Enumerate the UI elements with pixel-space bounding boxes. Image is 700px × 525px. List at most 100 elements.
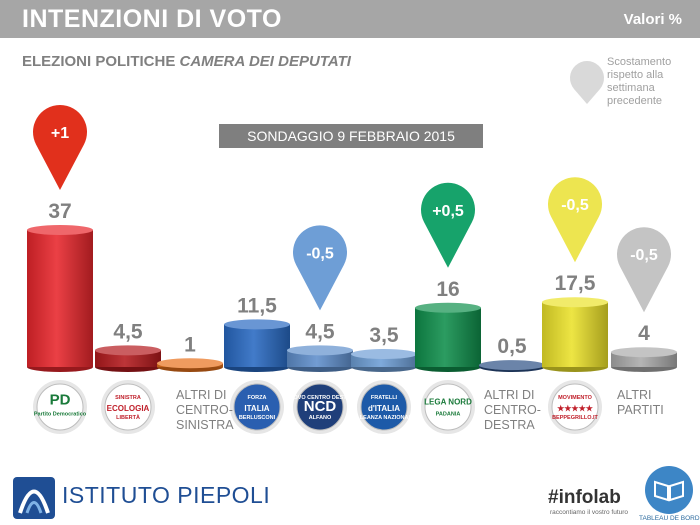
- logo-text: FORZA: [248, 395, 267, 401]
- chart-title: SONDAGGIO 9 FEBBRAIO 2015: [247, 128, 455, 144]
- logo-text: Partito Democratico: [34, 412, 87, 418]
- bar-value-label: 4,5: [305, 320, 335, 343]
- logo-text: ★★★★★: [557, 404, 594, 413]
- bar-top: [157, 358, 223, 369]
- logo-disc: [296, 383, 344, 431]
- bar-top: [415, 302, 481, 313]
- change-pin-label: -0,5: [630, 247, 658, 264]
- logo-text: BERLUSCONI: [239, 415, 276, 421]
- bar-top: [224, 319, 290, 330]
- logo-text: MOVIMENTO: [558, 395, 593, 401]
- subtitle-prefix: ELEZIONI POLITICHE: [22, 53, 176, 70]
- change-pin: -0,5: [548, 177, 602, 263]
- bar-value-label: 3,5: [369, 324, 399, 347]
- tableau-label: TABLEAU DE BORD: [639, 515, 700, 522]
- change-pin: -0,5: [617, 227, 671, 313]
- logo-disc: [551, 383, 599, 431]
- bar: 4,5: [287, 320, 353, 372]
- bar-top: [479, 360, 545, 371]
- change-pin: +0,5: [420, 182, 476, 268]
- bar-top: [287, 345, 353, 356]
- logo-text: PADANIA: [436, 412, 461, 418]
- bar: 0,5: [479, 335, 545, 372]
- lega-nord-logo: LEGA NORD PADANIA: [421, 380, 475, 434]
- bar-value-label: 17,5: [555, 272, 596, 295]
- legend-pin-icon: [570, 61, 605, 104]
- bar-body: [542, 302, 608, 367]
- change-pin-shape: [33, 105, 87, 190]
- logo-disc: [233, 383, 281, 431]
- bar-value-label: 0,5: [497, 335, 527, 358]
- bar-value-label: 4: [638, 322, 650, 345]
- subtitle: ELEZIONI POLITICHE CAMERA DEI DEPUTATI: [22, 53, 351, 70]
- change-pin: -0,5: [293, 225, 348, 311]
- bar: 4: [611, 322, 677, 372]
- bar-value-label: 4,5: [113, 320, 143, 343]
- logo-text: ECOLOGIA: [107, 404, 150, 413]
- bar-top: [351, 349, 417, 360]
- logo-text: FRATELLI: [371, 395, 398, 401]
- legend-text: Scostamento rispetto alla settimana prec…: [607, 56, 672, 107]
- piepoli-logo-icon: [13, 477, 55, 519]
- header-bar: INTENZIONI DI VOTO Valori %: [0, 0, 700, 38]
- bar-top: [611, 347, 677, 358]
- bar-value-label: 11,5: [237, 294, 277, 317]
- brand-name: ISTITUTO PIEPOLI: [62, 482, 271, 508]
- category-text-label: ALTRI PARTITI: [617, 388, 664, 417]
- logo-text: ALFANO: [309, 415, 332, 421]
- bar: 4,5: [95, 320, 161, 372]
- infolab-tagline: raccontiamo il vostro futuro: [550, 509, 629, 516]
- change-pin: +1: [33, 105, 87, 190]
- logo-text: PD: [50, 392, 71, 409]
- logo-disc: [424, 383, 472, 431]
- logo-text: ITALIA: [244, 404, 269, 413]
- forza-italia-logo: FORZA ITALIA BERLUSCONI: [230, 380, 284, 434]
- bar: 3,5: [351, 324, 417, 372]
- bar: 1: [157, 333, 223, 372]
- bar-body: [27, 230, 93, 367]
- logo-text: d'ITALIA: [368, 404, 400, 413]
- logo-text: NCD: [304, 398, 337, 415]
- bar: 17,5: [542, 272, 608, 372]
- change-pin-shape: [617, 227, 671, 313]
- bar-value-label: 37: [48, 200, 71, 223]
- logo-disc: [104, 383, 152, 431]
- change-pin-label: -0,5: [561, 197, 589, 214]
- bar: 11,5: [224, 294, 290, 372]
- change-pin-shape: [420, 182, 476, 268]
- pd-logo: PD Partito Democratico: [33, 380, 87, 434]
- category-text-label: ALTRI DI CENTRO- SINISTRA: [176, 388, 234, 432]
- chart-title-bg: [219, 124, 483, 148]
- bar-top: [95, 345, 161, 356]
- change-pin-label: +1: [51, 125, 69, 142]
- subtitle-emphasis: CAMERA DEI DEPUTATI: [179, 53, 351, 70]
- bar-body: [415, 307, 481, 367]
- change-pin-shape: [293, 225, 348, 311]
- bar-value-label: 1: [184, 333, 196, 356]
- infolab-name: #infolab: [548, 487, 621, 508]
- bar: 16: [415, 278, 481, 372]
- logo-disc: [360, 383, 408, 431]
- bar-value-label: 16: [436, 278, 459, 301]
- unit-label: Valori %: [623, 11, 682, 28]
- logo-disc: [36, 383, 84, 431]
- logo-text: LIBERTÀ: [116, 414, 140, 421]
- page-title: INTENZIONI DI VOTO: [22, 5, 282, 33]
- bar-top: [27, 225, 93, 235]
- change-pin-label: -0,5: [306, 245, 334, 262]
- category-text-label: ALTRI DI CENTRO- DESTRA: [484, 388, 541, 432]
- fdi-logo: FRATELLI d'ITALIA ALLEANZA NAZIONALE: [352, 380, 416, 434]
- bar: 37: [27, 200, 93, 372]
- logo-text: SINISTRA: [115, 395, 141, 401]
- change-pin-shape: [548, 177, 602, 263]
- bar-top: [542, 297, 608, 308]
- logo-text: ALLEANZA NAZIONALE: [352, 415, 415, 421]
- change-pin-label: +0,5: [432, 203, 464, 220]
- tableau-de-bord-icon: [645, 466, 693, 514]
- m5s-logo: MOVIMENTO ★★★★★ BEPPEGRILLO.IT: [548, 380, 602, 434]
- chart-title-box: SONDAGGIO 9 FEBBRAIO 2015: [219, 124, 483, 148]
- bar-body: [224, 324, 290, 367]
